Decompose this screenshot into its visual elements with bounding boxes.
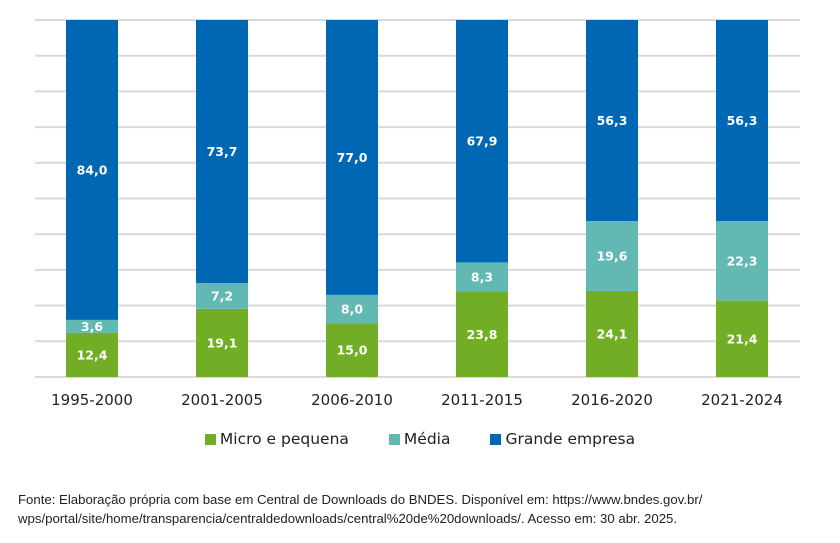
data-label-micro-e-pequena: 21,4 — [727, 331, 758, 346]
legend-label: Média — [403, 430, 451, 448]
data-label-media: 8,0 — [341, 302, 363, 317]
bar-media — [456, 262, 508, 293]
data-label-micro-e-pequena: 15,0 — [337, 343, 368, 358]
data-label-micro-e-pequena: 23,8 — [467, 327, 498, 342]
x-tick-label: 2011-2015 — [441, 391, 523, 409]
data-label-media: 22,3 — [727, 253, 758, 268]
data-label-micro-e-pequena: 12,4 — [77, 347, 108, 362]
legend-item-grande-empresa: Grande empresa — [490, 430, 635, 448]
legend-swatch-media — [388, 433, 400, 445]
legend-item-micro-e-pequena: Micro e pequena — [204, 430, 349, 448]
legend: Micro e pequena Média Grande empresa — [0, 430, 840, 448]
bar-grande-empresa — [66, 20, 118, 320]
data-label-media: 8,3 — [471, 270, 493, 285]
stacked-bar-chart: 12,4 3,6 84,0 19,1 7,2 73,7 15,0 8,0 77,0 23,8 8,3… — [35, 19, 800, 409]
bar-micro-e-pequena — [716, 300, 768, 377]
x-tick-label: 2001-2005 — [181, 391, 263, 409]
legend-swatch-micro-e-pequena — [204, 433, 216, 445]
bar-micro-e-pequena — [196, 308, 248, 377]
bar-grande-empresa — [196, 20, 248, 284]
data-label-grande-empresa: 56,3 — [597, 113, 628, 128]
bar-media — [586, 220, 638, 291]
legend-item-media: Média — [388, 430, 451, 448]
bar-micro-e-pequena — [326, 323, 378, 377]
data-label-grande-empresa: 77,0 — [337, 150, 368, 165]
bar-grande-empresa — [456, 20, 508, 263]
data-label-media: 7,2 — [211, 288, 233, 303]
bars — [66, 20, 768, 377]
data-label-grande-empresa: 56,3 — [727, 113, 758, 128]
data-label-micro-e-pequena: 19,1 — [207, 335, 238, 350]
bar-micro-e-pequena — [66, 332, 118, 377]
x-tick-labels: 1995-2000 2001-2005 2006-2010 2011-2015 2016… — [51, 391, 783, 409]
legend-label: Micro e pequena — [219, 430, 349, 448]
data-label-media: 19,6 — [597, 248, 628, 263]
bar-micro-e-pequena — [456, 292, 508, 377]
bar-grande-empresa — [716, 20, 768, 221]
bar-micro-e-pequena — [586, 290, 638, 377]
bar-media — [196, 283, 248, 309]
source-line-1: Fonte: Elaboração própria com base em Ce… — [18, 492, 703, 507]
x-tick-label: 2016-2020 — [571, 391, 653, 409]
data-label-media: 3,6 — [81, 319, 103, 334]
legend-label: Grande empresa — [505, 430, 636, 448]
x-tick-label: 1995-2000 — [51, 391, 133, 409]
bar-media — [66, 319, 118, 333]
gridlines — [35, 19, 800, 378]
data-label-micro-e-pequena: 24,1 — [597, 326, 628, 341]
legend-swatch-grande-empresa — [490, 433, 502, 445]
x-tick-label: 2006-2010 — [311, 391, 393, 409]
data-label-grande-empresa: 84,0 — [77, 162, 108, 177]
data-labels: 12,4 3,6 84,0 19,1 7,2 73,7 15,0 8,0 77,0 23,8 8,3… — [77, 113, 758, 362]
data-label-grande-empresa: 67,9 — [467, 134, 498, 149]
source-note: Fonte: Elaboração própria com base em Ce… — [18, 490, 828, 528]
bar-grande-empresa — [326, 20, 378, 295]
x-tick-label: 2021-2024 — [701, 391, 783, 409]
bar-media — [326, 294, 378, 324]
bar-media — [716, 220, 768, 301]
source-line-2: wps/portal/site/home/transparencia/centr… — [18, 511, 678, 526]
bar-grande-empresa — [586, 20, 638, 221]
data-label-grande-empresa: 73,7 — [207, 144, 238, 159]
